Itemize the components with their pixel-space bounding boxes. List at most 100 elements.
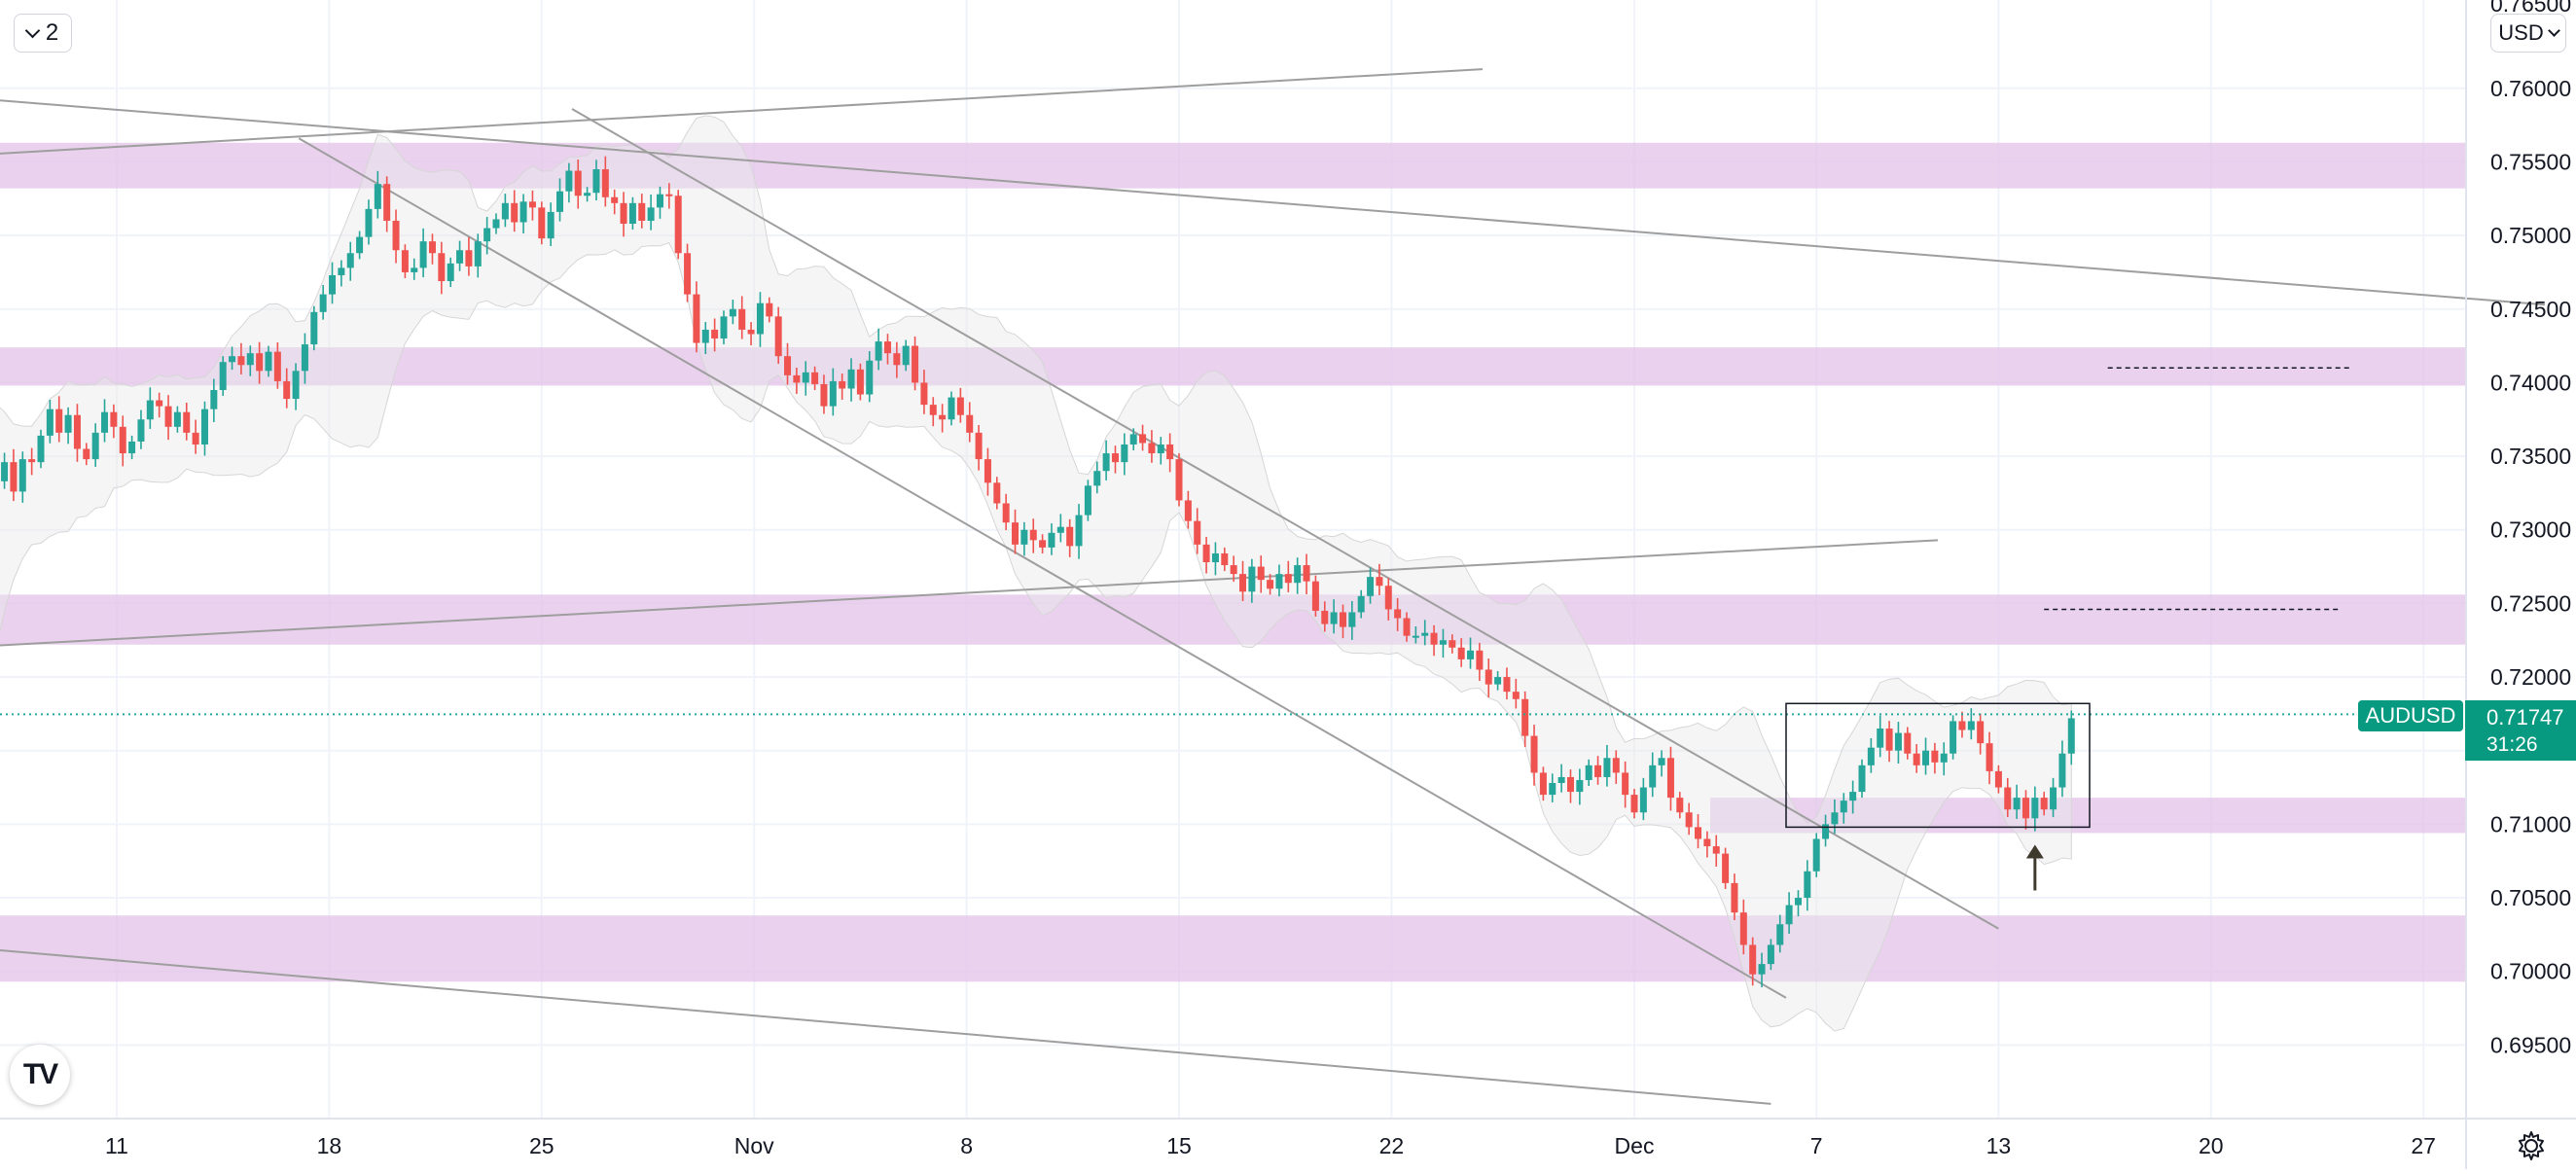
candle-body [528,201,536,208]
consolidation-box [1785,702,2091,829]
candle-body [447,263,454,282]
candle-body [1102,453,1110,472]
candle-body [1512,692,1520,699]
time-tick-label: Dec [1615,1133,1655,1158]
current-price-label: 0.71747 [2487,705,2564,729]
candle-body [1467,650,1475,659]
candle-body [1585,765,1592,780]
candle-body [1148,443,1156,454]
candle-body [1,462,9,481]
price-tick-label: 0.76500 [2490,0,2571,17]
candle-body [356,236,364,254]
candle-body [283,380,291,400]
candle-body [329,274,337,295]
candle-body [18,459,26,492]
candle-body [192,432,199,445]
gear-icon[interactable] [2510,1124,2553,1167]
candle-body [811,372,819,384]
candle-body [1129,434,1137,445]
price-tick-label: 0.72500 [2490,590,2571,616]
candle-body [128,441,136,454]
candle-body [1175,459,1183,501]
candle-body [137,419,145,442]
candle-body [383,184,391,221]
candle-body [2067,718,2075,754]
candle-body [720,316,728,339]
candle-body [866,360,874,395]
candle-body [1275,574,1283,589]
candle-body [1284,574,1292,584]
time-tick-label: 15 [1166,1133,1192,1158]
candle-body [1348,612,1356,627]
candle-body [1257,566,1265,581]
time-tick-label: 22 [1379,1133,1405,1158]
candle-body [164,406,172,427]
candles [1,156,2075,988]
candle-body [101,411,109,433]
candle-body [1321,610,1329,624]
currency-selector[interactable]: USD [2490,14,2566,53]
candle-body [1039,540,1047,548]
candle-body [1485,669,1492,685]
candle-body [1330,612,1338,624]
support-resistance-zones [0,142,2466,982]
candle-body [601,169,609,197]
candle-body [1658,758,1665,765]
candle-body [729,308,736,317]
candle-body [1048,532,1055,548]
annotations [0,367,2358,891]
candle-body [1539,772,1547,796]
candle-body [1002,503,1010,523]
collapse-count: 2 [45,19,59,46]
candle-body [665,194,673,196]
candle-body [893,353,901,366]
trendline [571,108,1999,930]
candle-body [1239,574,1247,592]
candle-body [747,329,755,335]
trendline [298,137,1787,999]
candle-body [210,389,218,409]
candle-body [1075,515,1083,547]
candle-body [1794,898,1802,906]
candle-body [2004,787,2012,810]
candle-body [1412,635,1419,638]
candle-body [1622,772,1629,796]
candle-body [346,253,354,268]
candle-body [301,344,308,372]
price-tick-label: 0.75500 [2490,149,2571,174]
candle-body [1221,552,1229,566]
candle-body [584,193,591,196]
tradingview-logo-icon[interactable]: TV [10,1045,70,1105]
candle-body [465,250,473,267]
candle-body [483,228,491,242]
candle-body [110,411,118,427]
candle-body [265,351,272,372]
candle-body [766,302,773,317]
candle-body [1940,753,1948,763]
countdown-label: 31:26 [2487,733,2538,756]
candle-body [273,351,281,381]
candle-body [1294,565,1302,584]
candle-body [1184,500,1192,521]
candle-body [173,411,181,427]
candle-body [1439,640,1447,645]
time-tick-label: 13 [1986,1133,2012,1158]
chevron-down-icon [24,22,41,38]
candle-body [920,382,928,406]
candle-body [611,196,619,203]
candle-body [229,356,236,363]
candle-body [820,383,828,407]
time-tick-label: 8 [960,1133,973,1158]
arrow-up-icon [2025,844,2044,859]
candle-body [1894,732,1902,751]
candle-body [1494,677,1502,685]
candle-body [474,241,482,267]
candle-body [1066,526,1074,547]
collapse-button[interactable]: 2 [14,14,72,53]
candle-body [1248,566,1256,592]
candle-body [1093,471,1101,486]
candle-body [1121,444,1128,463]
